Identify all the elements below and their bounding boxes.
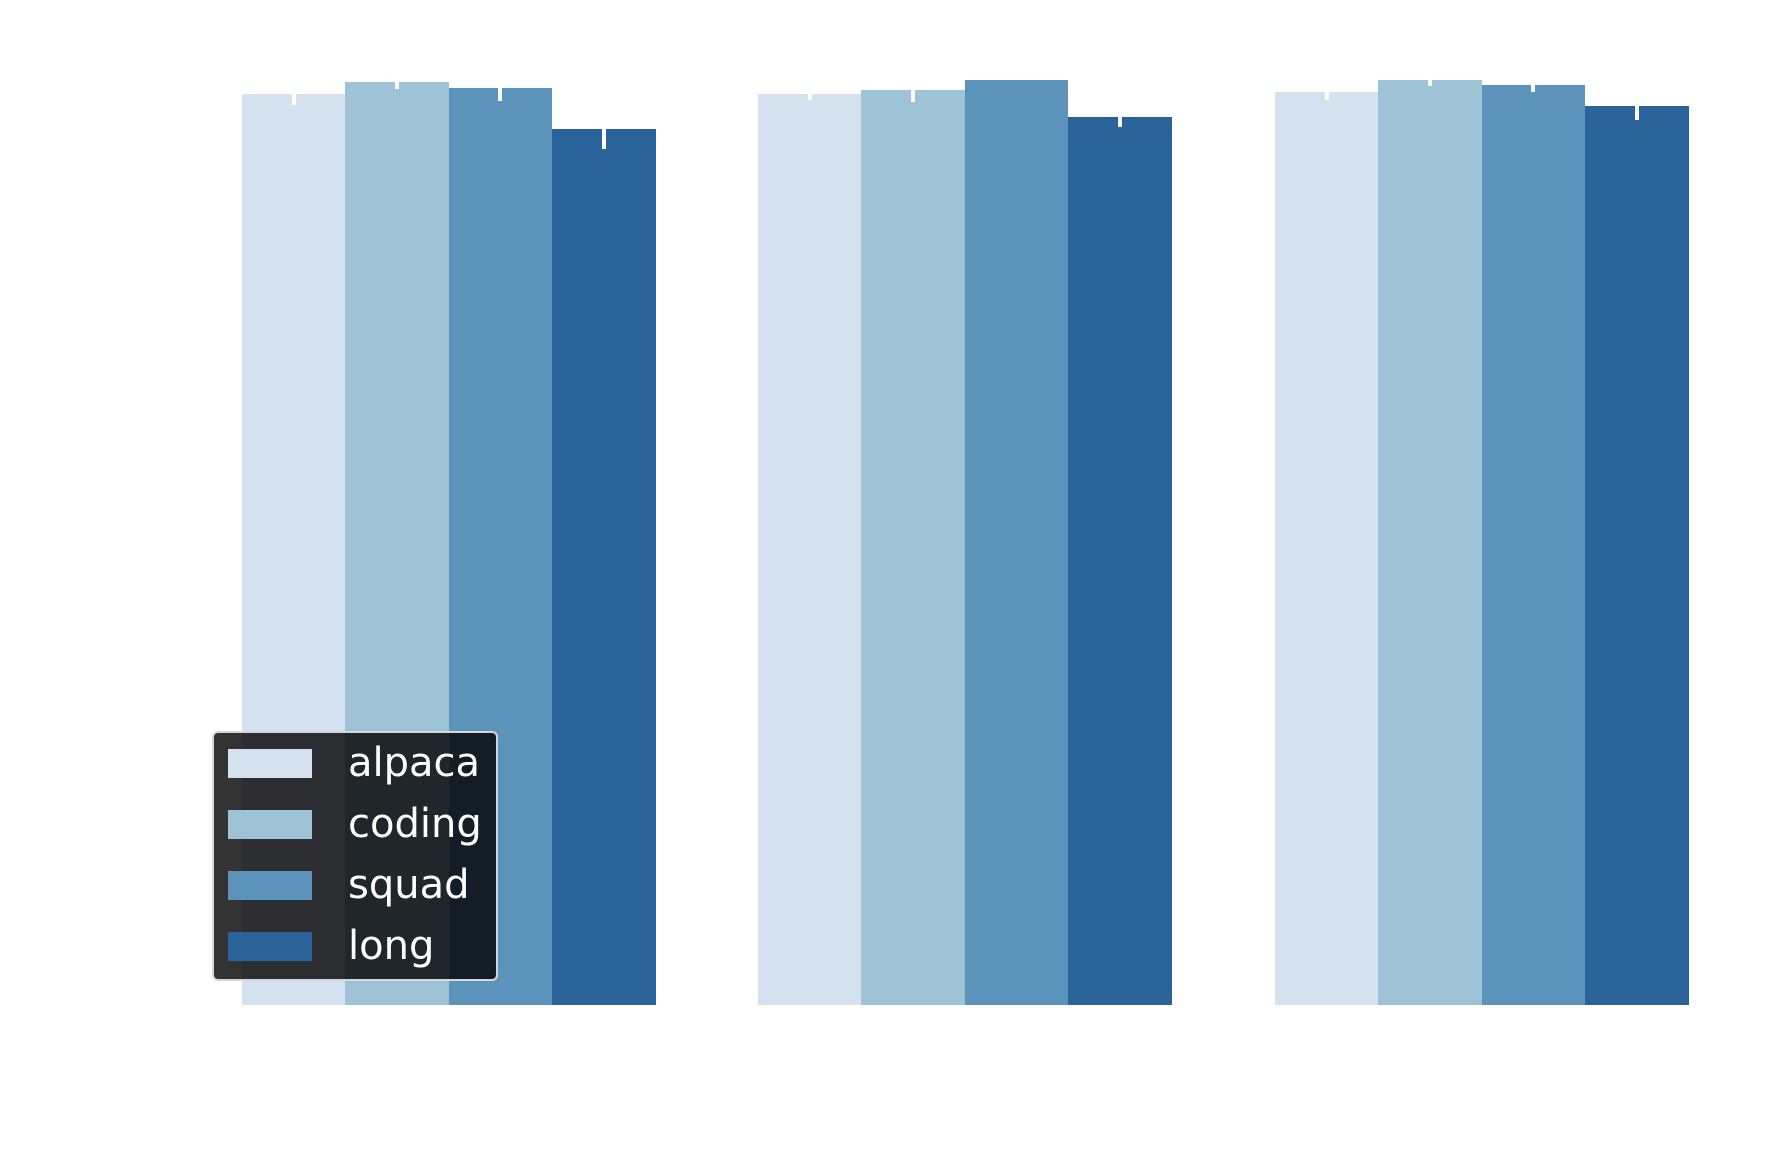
bar-squad-2 [964,80,1069,1005]
error-bar-long-1 [601,108,606,150]
legend-swatch-long [228,931,312,961]
legend-item-squad: squad [228,862,470,908]
bar-coding-3 [1378,80,1483,1005]
legend-swatch-coding [228,809,312,839]
error-bar-coding-2 [910,78,915,103]
legend-label: alpaca [348,740,481,786]
bar-squad-3 [1481,84,1586,1005]
bar-long-1 [551,129,656,1005]
error-bar-coding-3 [1427,74,1432,86]
error-bar-long-2 [1117,106,1122,128]
bar-coding-2 [861,90,966,1005]
legend-item-long: long [228,923,435,969]
legend-label: squad [348,862,470,908]
legend-item-coding: coding [228,801,482,847]
legend-swatch-alpaca [228,748,312,778]
error-bar-coding-1 [394,74,399,90]
error-bar-long-3 [1634,92,1639,120]
error-bar-alpaca-2 [807,87,812,101]
bar-long-3 [1584,105,1689,1005]
bar-alpaca-2 [758,93,862,1005]
legend-label: coding [348,801,482,847]
legend-item-alpaca: alpaca [228,740,481,786]
error-bar-alpaca-1 [291,82,296,105]
bar-long-2 [1067,117,1172,1005]
error-bar-alpaca-3 [1324,83,1329,101]
bar-alpaca-3 [1275,92,1379,1005]
legend-swatch-squad [228,870,312,900]
error-bar-squad-1 [498,75,503,102]
legend: alpaca coding squad long [212,731,498,981]
legend-label: long [348,923,435,969]
error-bar-squad-3 [1531,77,1536,93]
